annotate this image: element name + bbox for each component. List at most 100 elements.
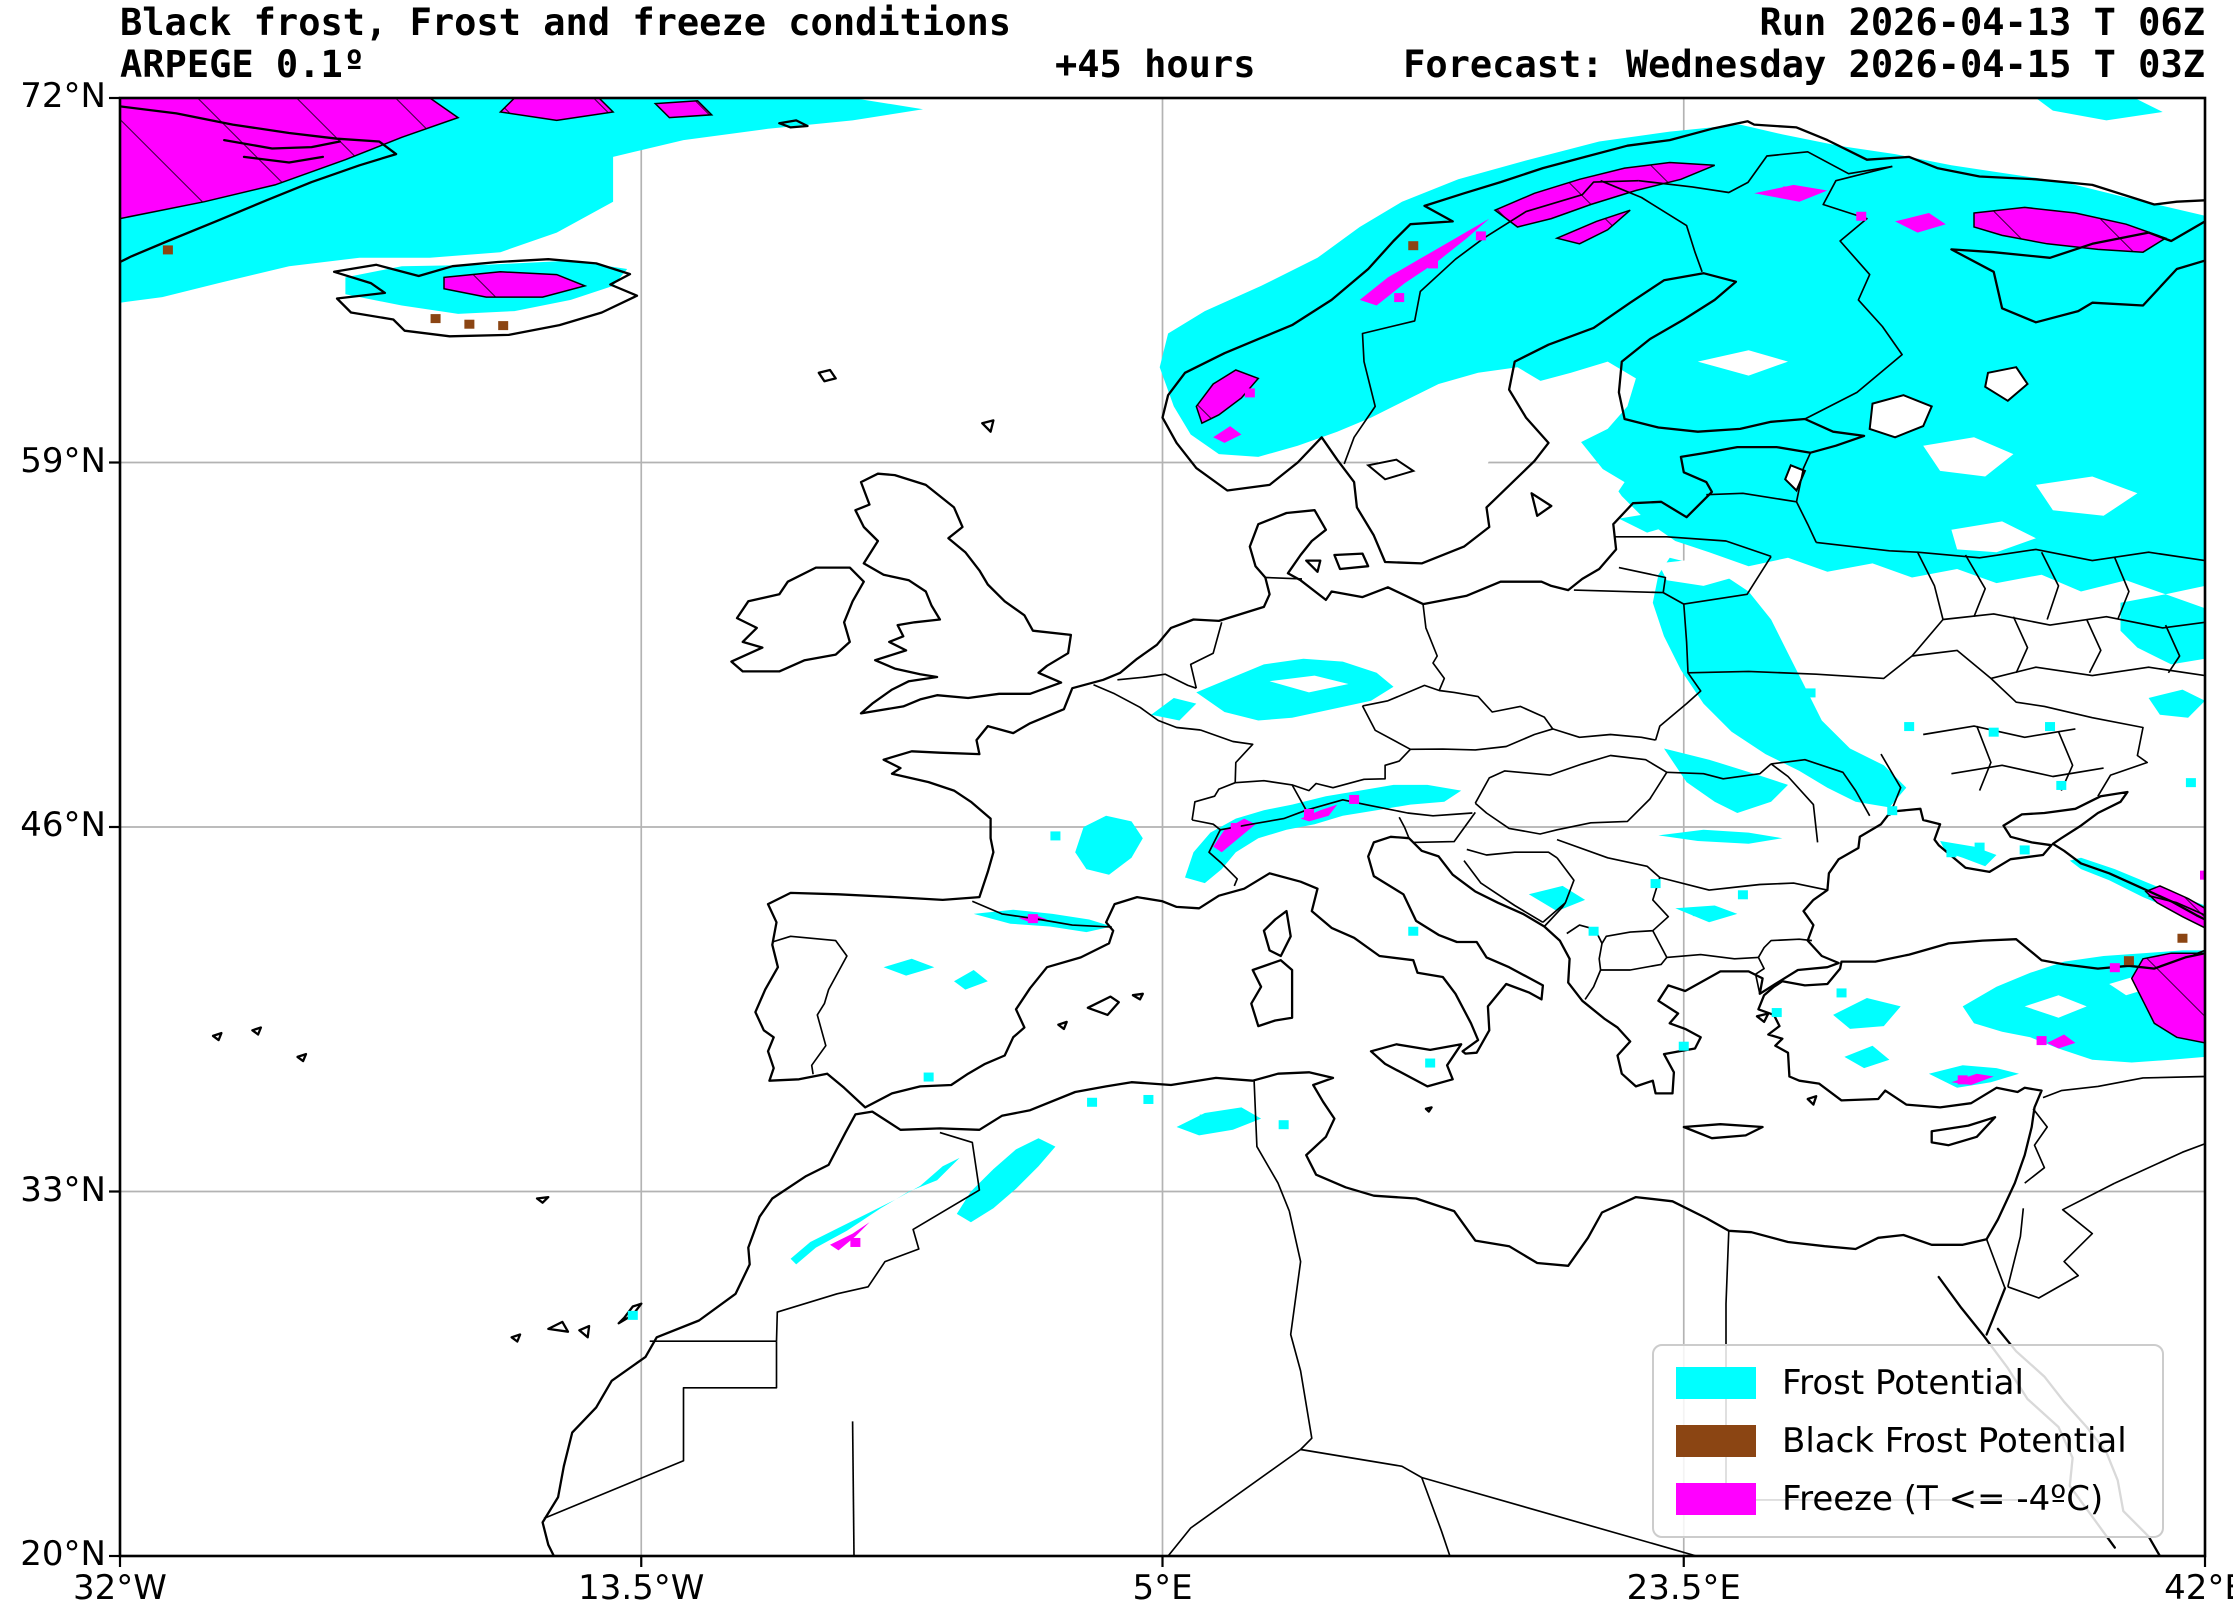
border-russia-georgia [2148, 894, 2205, 917]
coast-azores-2 [251, 1026, 263, 1036]
border-montenegro [1543, 902, 1567, 928]
blackfrost-dot [162, 245, 173, 255]
coast-greenland-fjord [223, 138, 341, 150]
border-hungary [1474, 754, 1668, 835]
frost-dot [1988, 727, 1999, 737]
frost-spain-central [883, 958, 935, 976]
frost-dot [1143, 1094, 1154, 1104]
freeze-atlas [830, 1222, 870, 1251]
border-france-spain [971, 900, 1112, 928]
border-albania-north [1566, 924, 1603, 944]
forecast-label: Forecast: Wednesday 2026-04-15 T 03Z [1403, 43, 2205, 86]
freeze-dot [850, 1237, 861, 1247]
border-algeria-tunisia [1253, 1080, 1291, 1212]
border-slovakia-poland [1552, 728, 1656, 741]
y-tick-20°N: 20°N [20, 1534, 106, 1574]
border-romania-moldova [1770, 763, 1819, 843]
coast-canary-1 [510, 1333, 522, 1343]
border-libya-niger [1300, 1448, 1423, 1479]
frost-dot [1087, 1097, 1098, 1107]
blackfrost-label: Black Frost Potential [1782, 1421, 2127, 1461]
blackfrost-dot [2177, 933, 2188, 943]
coast-malta [1424, 1106, 1433, 1113]
border-oblast-5 [2040, 551, 2060, 620]
freeze-dot [1027, 914, 1038, 924]
legend-item-blackfrost: Black Frost Potential [1676, 1421, 2140, 1461]
map-legend: Frost Potential Black Frost Potential Fr… [1652, 1344, 2164, 1538]
freeze-dot [1856, 211, 1867, 221]
border-israel-jordan [2006, 1208, 2025, 1288]
blackfrost-dot [1408, 241, 1419, 251]
border-oblast-2 [1942, 613, 2205, 629]
border-greece-turkey [1754, 957, 1765, 994]
frost-dot [923, 1072, 934, 1082]
frost-dot [1050, 831, 1061, 841]
lake-peipus [1784, 464, 1807, 493]
hole-russia-2 [1951, 521, 2036, 553]
border-romania-ukraine [1666, 763, 1772, 780]
border-finland-russia [1804, 165, 1903, 420]
model-label: ARPEGE 0.1º [120, 43, 366, 86]
border-czechia [1361, 684, 1554, 751]
freeze-dot [2109, 963, 2120, 973]
blackfrost-dot [2123, 956, 2134, 966]
border-ukraine-moldova [1770, 758, 1871, 817]
frost-ukraine-lobe [1652, 557, 1907, 808]
border-syria-iraq [2114, 1143, 2205, 1184]
border-norway-finland [1638, 150, 1893, 194]
border-poland-east [1654, 591, 1702, 741]
x-tick-13.5°W: 13.5°W [578, 1568, 705, 1602]
border-france-italy [1208, 829, 1239, 887]
hole-gotland-sea [1551, 465, 1625, 519]
border-libya-chad [1421, 1476, 1697, 1556]
x-tick-5°E: 5°E [1132, 1568, 1193, 1602]
frost-barents [2035, 98, 2163, 121]
y-tick-46°N: 46°N [20, 805, 106, 845]
coast-funen [1305, 559, 1322, 573]
coast-zealand [1333, 552, 1370, 571]
coast-canary-3 [578, 1324, 591, 1339]
coast-mainland-north [754, 120, 2205, 1109]
hole-finland-mid [1697, 350, 1788, 376]
coast-corsica [1262, 909, 1292, 958]
border-oblast-10 [1923, 725, 2076, 739]
frost-dot [1278, 1120, 1289, 1130]
freeze-dot [1783, 186, 1793, 196]
freeze-dot [1349, 794, 1360, 804]
coast-shetland [981, 419, 995, 433]
border-france-germany [1200, 729, 1254, 783]
border-croatia-bosnia [1466, 848, 1558, 859]
border-turkey-syria [2042, 1075, 2205, 1099]
border-oblast-7 [2012, 616, 2029, 674]
lake-onega [1984, 366, 2029, 403]
frost-dot [1904, 722, 1915, 732]
border-georgia-turkey [2193, 949, 2205, 956]
frost-high-atlas [790, 1157, 960, 1265]
frost-dot [2056, 780, 2067, 790]
blackfrost-dot [464, 319, 475, 329]
freeze-norway-south-2 [1213, 426, 1242, 443]
border-serbia-bosnia [1542, 857, 1575, 923]
border-morocco-algeria [775, 1131, 981, 1342]
coast-canary-2 [547, 1320, 570, 1333]
freeze-dot [1957, 1075, 1968, 1085]
frost-dot [1946, 848, 1957, 858]
border-belarus-russia [1816, 541, 1944, 657]
coast-whitesea [1950, 220, 2205, 324]
hole-ladoga-east [1923, 437, 2014, 477]
border-latvia-russia [1795, 501, 1817, 543]
coast-anatolia-africa [541, 938, 2205, 1556]
freeze-dot [1230, 823, 1241, 832]
frost-dot [1836, 988, 1847, 998]
border-germany-denmark [1265, 576, 1303, 580]
hole-lithuania [1658, 557, 1743, 586]
freeze-scandes-mid [1359, 218, 1490, 306]
frost-dot [1887, 806, 1898, 816]
border-oblast-3 [1990, 666, 2205, 680]
border-estonia-latvia [1706, 492, 1797, 503]
border-jordan-saudi [2007, 1182, 2116, 1299]
run-label: Run 2026-04-13 T 06Z [1759, 1, 2205, 44]
border-oblast-4 [1964, 554, 1987, 618]
frost-dot [627, 1310, 638, 1320]
frost-dot [1425, 1058, 1436, 1068]
